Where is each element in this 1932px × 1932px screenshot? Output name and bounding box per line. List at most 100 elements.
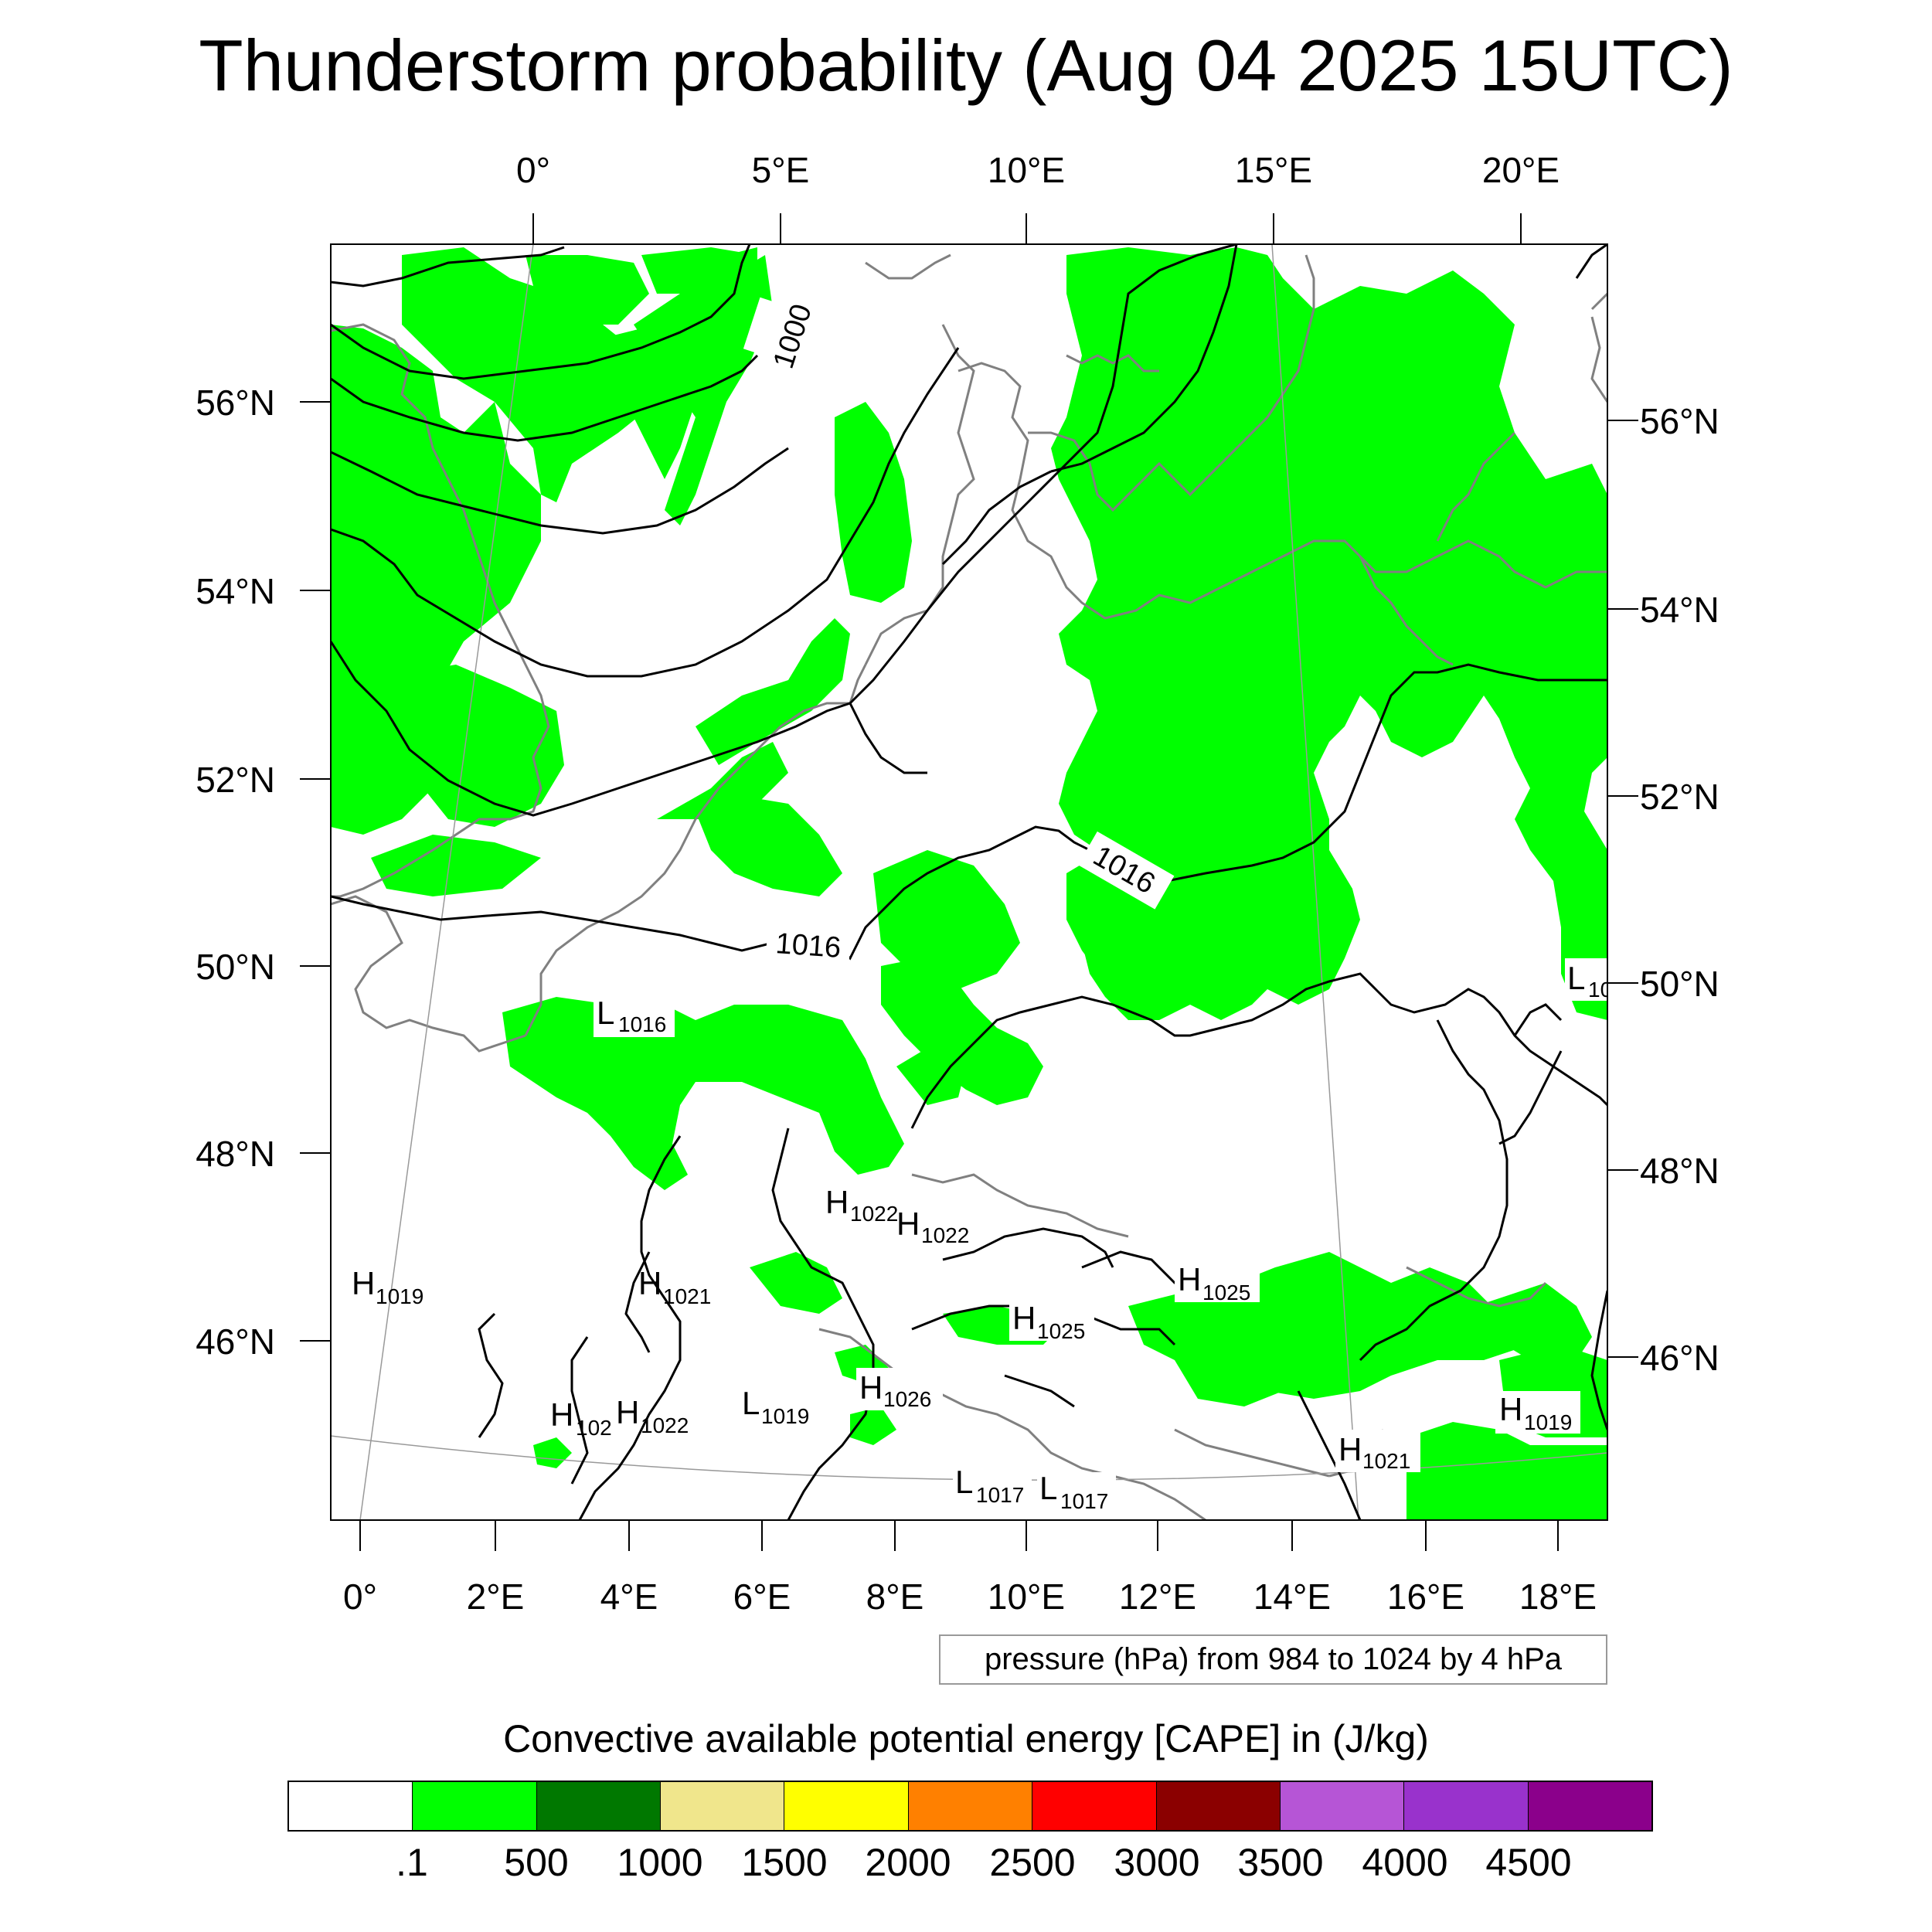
isobar (578, 1135, 682, 1520)
coastline (1028, 416, 1269, 512)
isobar (1575, 244, 1607, 279)
coastline (864, 324, 975, 665)
coastline (1590, 316, 1607, 403)
colorbar-swatch (1528, 1782, 1651, 1830)
lat-label: 52°N (196, 760, 275, 800)
tick-marks (300, 213, 1638, 1551)
contour-info-box: pressure (hPa) from 984 to 1024 by 4 hPa (939, 1634, 1607, 1685)
colorbar-swatch (1032, 1782, 1157, 1830)
isobar-label: 1016 (774, 927, 842, 964)
isobar (331, 246, 565, 287)
coastline (331, 323, 550, 898)
pressure-center-high: H 1025 (1175, 1260, 1260, 1304)
isobar (478, 1312, 504, 1438)
colorbar-swatch (1156, 1782, 1281, 1830)
svg-text:L: L (742, 1385, 760, 1421)
svg-text:1017: 1017 (976, 1483, 1024, 1507)
coastline (1066, 354, 1159, 372)
colorbar-swatch (784, 1782, 909, 1830)
svg-text:H: H (859, 1369, 883, 1406)
colorbar-label: 1500 (741, 1841, 828, 1884)
isobar (1297, 1390, 1362, 1520)
isobar-layer (331, 244, 1607, 1520)
colorbar-title: Convective available potential energy [C… (503, 1717, 1429, 1760)
svg-text:1021: 1021 (1362, 1449, 1410, 1473)
isobar (1359, 1019, 1509, 1362)
isobar (331, 663, 1607, 961)
svg-text:1019: 1019 (761, 1404, 809, 1428)
pressure-center-low: L 1016 (594, 989, 675, 1037)
svg-text:1017: 1017 (1060, 1489, 1108, 1513)
lat-label: 50°N (1640, 964, 1719, 1004)
lon-label: 15°E (1235, 150, 1312, 190)
lon-label: 10°E (988, 1577, 1065, 1617)
svg-text:H: H (550, 1396, 573, 1433)
colorbar-label: 2500 (989, 1841, 1076, 1884)
isobar (1513, 1003, 1563, 1036)
svg-text:1022: 1022 (850, 1202, 898, 1226)
pressure-center-high: H 102 (550, 1396, 612, 1440)
cape-region (410, 665, 564, 827)
lat-label: 56°N (196, 383, 275, 423)
svg-text:H: H (825, 1184, 849, 1220)
svg-text:H: H (1012, 1300, 1036, 1336)
pressure-center-high: H 1022 (823, 1182, 908, 1226)
isobar (570, 1336, 589, 1485)
lat-label: 50°N (196, 947, 275, 987)
coastline (331, 895, 526, 1053)
svg-text:1019: 1019 (1524, 1410, 1572, 1434)
cape-region (634, 255, 773, 526)
svg-text:1025: 1025 (1202, 1281, 1250, 1304)
lon-label: 10°E (988, 150, 1065, 190)
svg-text:1021: 1021 (663, 1284, 711, 1308)
coastline-layer (331, 253, 1607, 1520)
cape-region (696, 618, 850, 765)
isobar (1498, 1050, 1563, 1145)
pressure-center-low: L 10 (1565, 958, 1607, 1002)
coastline (911, 1173, 1129, 1238)
pressure-center-low: L 1019 (742, 1385, 809, 1428)
top-longitude-labels: 0° 5°E 10°E 15°E 20°E (516, 150, 1560, 190)
isobar (331, 244, 751, 380)
pressure-center-group: L 1016 L 10 H 1022 H 1022 H 1019 (352, 958, 1607, 1515)
lon-label: 0° (516, 150, 550, 190)
pressure-center-high: H 1025 (1009, 1298, 1094, 1343)
coastline (1174, 1428, 1330, 1478)
map-panel: 1000 1016 1016 L 1016 L 10 H 1022 (331, 244, 1607, 1520)
isobar (941, 470, 1052, 566)
isobar-label-box (765, 923, 852, 968)
lon-label: 12°E (1119, 1577, 1196, 1617)
coastline (1436, 431, 1516, 542)
isobar (331, 447, 789, 535)
coastline (818, 1328, 1206, 1520)
map-frame (330, 243, 1608, 1521)
coastline (1266, 254, 1315, 418)
lat-label: 52°N (1640, 777, 1719, 817)
lon-label: 4°E (600, 1577, 658, 1617)
colorbar-swatch (908, 1782, 1033, 1830)
svg-text:H: H (638, 1265, 662, 1301)
cape-region (1097, 657, 1236, 858)
cape-region (850, 1406, 896, 1445)
pressure-center-high: H 1019 (352, 1265, 423, 1308)
coastline (1590, 292, 1607, 311)
lon-label: 5°E (752, 150, 810, 190)
lon-label: 2°E (467, 1577, 525, 1617)
colorbar-label: 3500 (1237, 1841, 1324, 1884)
svg-text:102: 102 (576, 1416, 612, 1440)
isobar-label-group: 1000 1016 1016 (743, 297, 1175, 968)
lon-label: 8°E (866, 1577, 924, 1617)
pressure-center-high: H 1022 (616, 1394, 689, 1437)
isobar-label-box (743, 297, 842, 376)
lat-label: 56°N (1640, 401, 1719, 441)
isobar (1590, 1290, 1607, 1430)
lat-label: 54°N (196, 571, 275, 611)
svg-text:1016: 1016 (618, 1012, 666, 1036)
colorbar-label: .1 (396, 1841, 428, 1884)
cape-region (402, 247, 657, 502)
svg-text:1025: 1025 (1037, 1319, 1085, 1343)
graticule-line (1271, 244, 1359, 1520)
colorbar-label: 1000 (617, 1841, 703, 1884)
pressure-center-low: L 1017 (953, 1464, 1032, 1507)
